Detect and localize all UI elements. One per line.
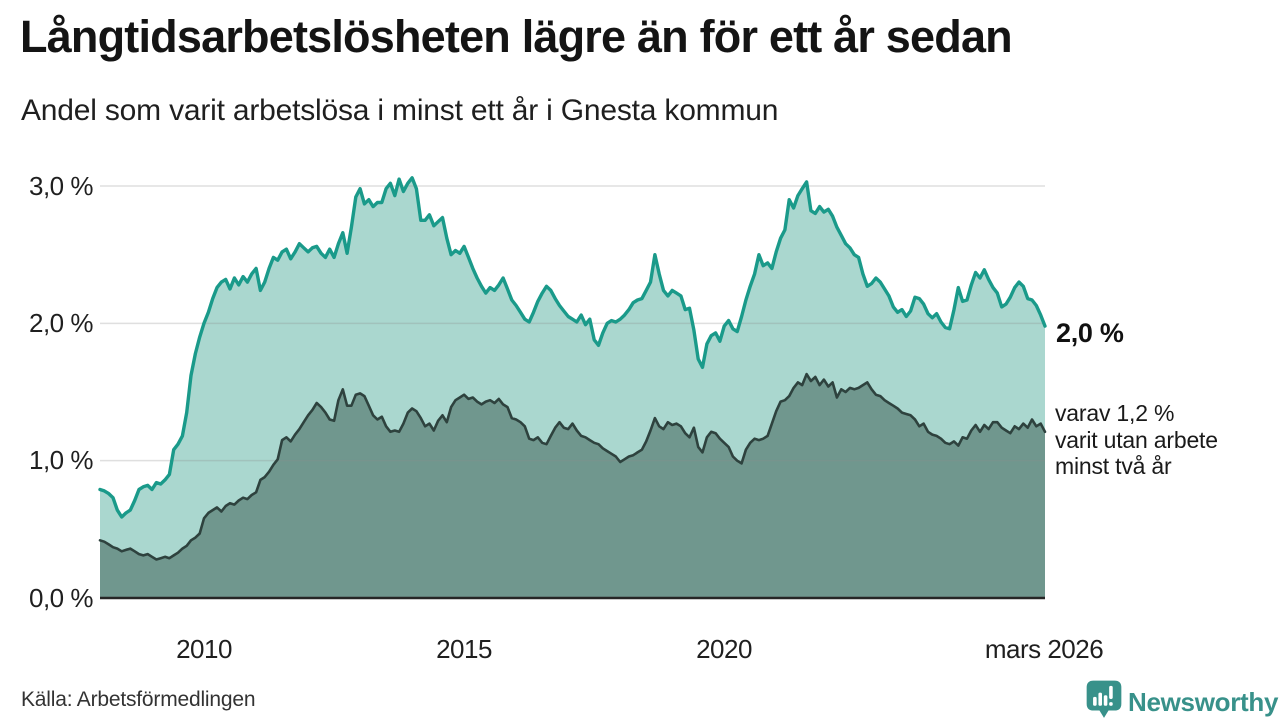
area-two-years xyxy=(100,374,1045,598)
line-total xyxy=(98,176,1047,519)
x-axis-label-mars-2026: mars 2026 xyxy=(984,634,1104,664)
x-axis-label-2020: 2020 xyxy=(696,634,752,664)
y-axis-label-1: 1,0 % xyxy=(29,445,94,475)
line-two-years xyxy=(98,372,1047,561)
y-axis-label-0: 0,0 % xyxy=(29,583,94,613)
x-axis-label-2015: 2015 xyxy=(436,634,492,664)
annotation-line-1: varav 1,2 % xyxy=(1055,400,1175,426)
x-axis-label-2010: 2010 xyxy=(176,634,232,664)
newsworthy-wordmark: Newsworthy xyxy=(1128,687,1279,717)
source-note: Källa: Arbetsförmedlingen xyxy=(21,688,256,711)
annotation-line-2: varit utan arbete xyxy=(1055,426,1218,453)
page-title: Långtidsarbetslösheten lägre än för ett … xyxy=(20,11,1013,62)
latest-value-label-total: 2,0 % xyxy=(1056,318,1124,348)
page-subtitle: Andel som varit arbetslösa i minst ett å… xyxy=(21,94,779,127)
y-axis-label-3: 3,0 % xyxy=(29,171,94,201)
newsworthy-logo-icon xyxy=(1086,680,1122,718)
bar-chart-glyph xyxy=(1093,685,1113,706)
y-axis-label-2: 2,0 % xyxy=(29,308,94,338)
annotation-line-3: minst två år xyxy=(1055,453,1172,479)
latest-value-label-two-years: varav 1,2 % varit utan arbete minst två … xyxy=(1055,400,1218,480)
